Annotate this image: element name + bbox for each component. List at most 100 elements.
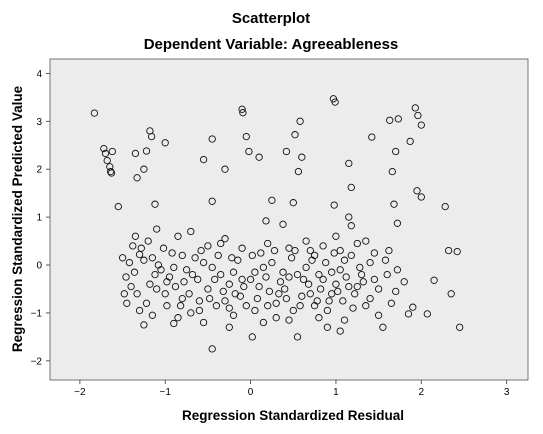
scatter-point <box>107 169 116 177</box>
scatter-point <box>142 147 151 155</box>
scatter-point <box>262 273 270 281</box>
scatter-point <box>188 270 197 279</box>
scatter-point <box>176 302 185 310</box>
scatter-point <box>168 249 176 257</box>
scatter-point <box>289 306 297 315</box>
scatter-point <box>279 268 287 276</box>
scatter-point <box>120 290 128 298</box>
scatter-point <box>219 287 227 296</box>
scatter-point <box>148 311 157 319</box>
scatter-point <box>161 139 169 147</box>
scatter-point <box>127 282 135 291</box>
scatter-point <box>135 306 144 315</box>
scatter-point <box>339 297 347 305</box>
x-tick-label: −1 <box>160 387 172 398</box>
scatter-point <box>255 282 263 291</box>
scatter-point <box>441 202 449 211</box>
scatter-point <box>368 133 376 141</box>
scatter-point <box>285 273 293 281</box>
scatter-point <box>228 254 236 262</box>
scatter-point <box>231 290 239 298</box>
scatter-point <box>251 268 259 276</box>
scatter-point <box>447 290 455 298</box>
scatter-point <box>400 278 408 286</box>
scatter-point <box>332 232 340 240</box>
scatter-point <box>383 270 391 279</box>
scatter-point <box>217 270 225 279</box>
scatter-point <box>197 246 205 255</box>
scatter-point <box>444 246 453 255</box>
scatter-point <box>130 268 139 276</box>
y-axis-label: Regression Standardized Predicted Value <box>10 85 25 352</box>
scatter-point <box>140 165 148 173</box>
y-tick-label: 1 <box>36 213 42 224</box>
y-tick-label: 0 <box>36 261 42 272</box>
scatter-point <box>322 258 330 267</box>
scatter-point <box>315 270 323 279</box>
scatter-point <box>336 327 344 335</box>
scatter-point <box>393 266 402 274</box>
scatter-point <box>147 132 156 141</box>
scatter-point <box>347 183 355 192</box>
scatter-point <box>144 237 152 245</box>
x-tick-label: 3 <box>504 387 510 398</box>
scatter-point <box>319 275 327 284</box>
scatter-point <box>385 246 393 255</box>
scatter-point <box>275 290 283 298</box>
scatter-point <box>414 111 422 120</box>
scatter-point <box>264 239 272 248</box>
scatter-point <box>366 258 374 267</box>
scatter-point <box>205 294 214 303</box>
scatter-point <box>332 280 340 288</box>
scatter-point <box>328 268 336 276</box>
scatter-point <box>140 321 148 329</box>
scatter-point <box>133 290 141 298</box>
scatter-point <box>334 287 342 296</box>
scatter-point <box>345 159 353 168</box>
y-tick-label: 4 <box>36 69 42 80</box>
chart-subtitle: Dependent Variable: Agreeableness <box>144 36 399 53</box>
scatter-point <box>411 104 419 112</box>
scatter-point <box>282 147 291 156</box>
scatter-point <box>456 323 464 331</box>
scatter-point <box>357 270 366 279</box>
scatter-point <box>259 318 268 327</box>
scatter-point <box>281 285 289 293</box>
scatter-point <box>195 297 204 305</box>
x-axis-label: Regression Standardized Residual <box>182 408 404 423</box>
scatter-point <box>276 278 285 286</box>
scatter-point <box>174 314 182 322</box>
scatter-point <box>374 285 383 293</box>
scatter-point <box>313 297 321 305</box>
scatter-point <box>336 266 344 274</box>
scatter-point <box>264 302 272 310</box>
scatter-point <box>211 275 219 284</box>
scatter-point <box>199 155 208 164</box>
scatter-point <box>208 263 216 272</box>
scatter-point <box>366 294 374 303</box>
scatter-point <box>229 268 238 276</box>
scatter-point <box>221 297 229 305</box>
scatter-point <box>279 220 287 228</box>
scatter-point <box>423 310 431 318</box>
scatter-point <box>362 302 370 310</box>
scatter-point <box>101 149 110 158</box>
scatter-point <box>118 254 127 262</box>
scatter-point <box>362 237 370 245</box>
y-tick-label: −1 <box>31 308 43 319</box>
scatter-point <box>174 232 182 240</box>
scatter-point <box>323 323 332 331</box>
scatter-point <box>287 254 296 262</box>
scatter-point <box>394 115 402 123</box>
scatter-point <box>349 304 357 312</box>
scatter-point <box>404 310 413 318</box>
scatter-point <box>238 244 246 252</box>
scatter-point <box>187 309 195 317</box>
scatter-point <box>417 193 425 201</box>
scatter-point <box>137 244 145 252</box>
scatter-point <box>133 174 141 182</box>
scatter-point <box>340 256 349 264</box>
scatter-point <box>100 144 108 153</box>
scatter-point <box>191 254 199 262</box>
scatter-point <box>108 147 116 156</box>
